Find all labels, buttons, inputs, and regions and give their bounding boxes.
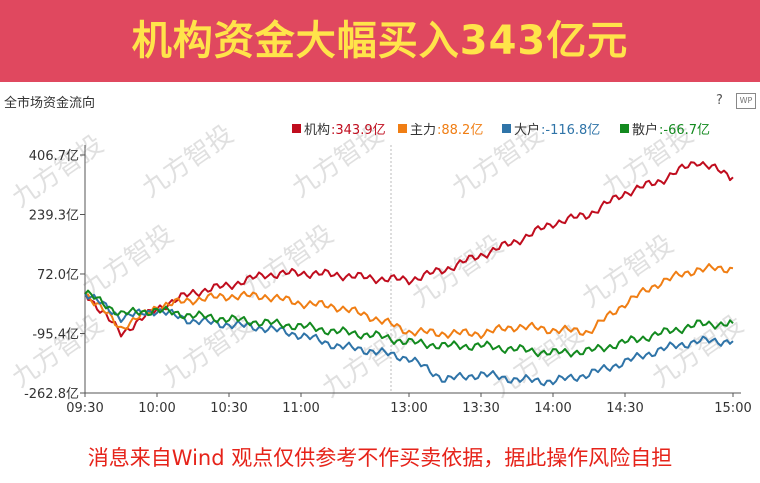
series-line-机构 — [84, 161, 734, 338]
x-tick-label: 10:30 — [210, 401, 247, 416]
help-icon[interactable]: ? — [716, 93, 723, 108]
y-tick-label: 239.3亿 — [29, 209, 79, 224]
series-line-大户 — [84, 292, 734, 387]
watermark-text: 九方智投 — [7, 129, 109, 213]
y-tick-label: 72.0亿 — [37, 268, 79, 283]
x-tick-label: 14:00 — [534, 401, 571, 416]
x-tick-label: 13:00 — [390, 401, 427, 416]
legend-series-value: :343.9亿 — [331, 123, 386, 138]
legend-series-value: :-116.8亿 — [541, 123, 600, 138]
legend-series-name: 机构 — [304, 123, 330, 138]
x-tick-label: 09:30 — [66, 401, 103, 416]
legend-series-value: :-66.7亿 — [659, 123, 710, 138]
watermark-text: 九方智投 — [77, 219, 179, 303]
y-tick-label: 406.7亿 — [29, 149, 79, 164]
fund-flow-panel: 全市场资金流向 ? WP — [0, 88, 760, 428]
legend-series-name: 主力 — [410, 123, 436, 138]
wp-icon[interactable]: WP — [736, 93, 756, 109]
legend-series-name: 散户 — [632, 122, 658, 138]
x-tick-label: 13:30 — [462, 401, 499, 416]
y-tick-label: -262.8亿 — [24, 387, 79, 402]
x-tick-label: 15:00 — [714, 401, 751, 416]
x-tick-label: 11:00 — [282, 401, 319, 416]
watermark-text: 九方智投 — [237, 219, 339, 303]
disclaimer-text: 消息来自Wind 观点仅供参考不作买卖依据，据此操作风险自担 — [87, 446, 673, 470]
headline-title: 机构资金大幅买入343亿元 — [131, 18, 629, 64]
watermark-text: 九方智投 — [647, 309, 749, 393]
watermark-text: 九方智投 — [407, 229, 509, 313]
watermark-text: 九方智投 — [137, 119, 239, 203]
legend-series-value: :88.2亿 — [437, 123, 483, 138]
series-line-主力 — [84, 263, 734, 340]
legend-series-name: 大户 — [514, 122, 540, 138]
legend-swatch — [292, 124, 301, 133]
x-tick-label: 10:00 — [138, 401, 175, 416]
watermark-text: 九方智投 — [7, 309, 109, 393]
series-line-散户 — [84, 289, 734, 358]
x-tick-label: 14:30 — [606, 401, 643, 416]
legend-swatch — [620, 124, 629, 133]
legend-swatch — [502, 124, 511, 133]
watermark-text: 九方智投 — [487, 319, 589, 403]
headline-banner: 机构资金大幅买入343亿元 — [0, 0, 760, 82]
legend-swatch — [398, 124, 407, 133]
y-tick-label: -95.4亿 — [32, 327, 79, 342]
panel-title: 全市场资金流向 — [4, 96, 96, 111]
